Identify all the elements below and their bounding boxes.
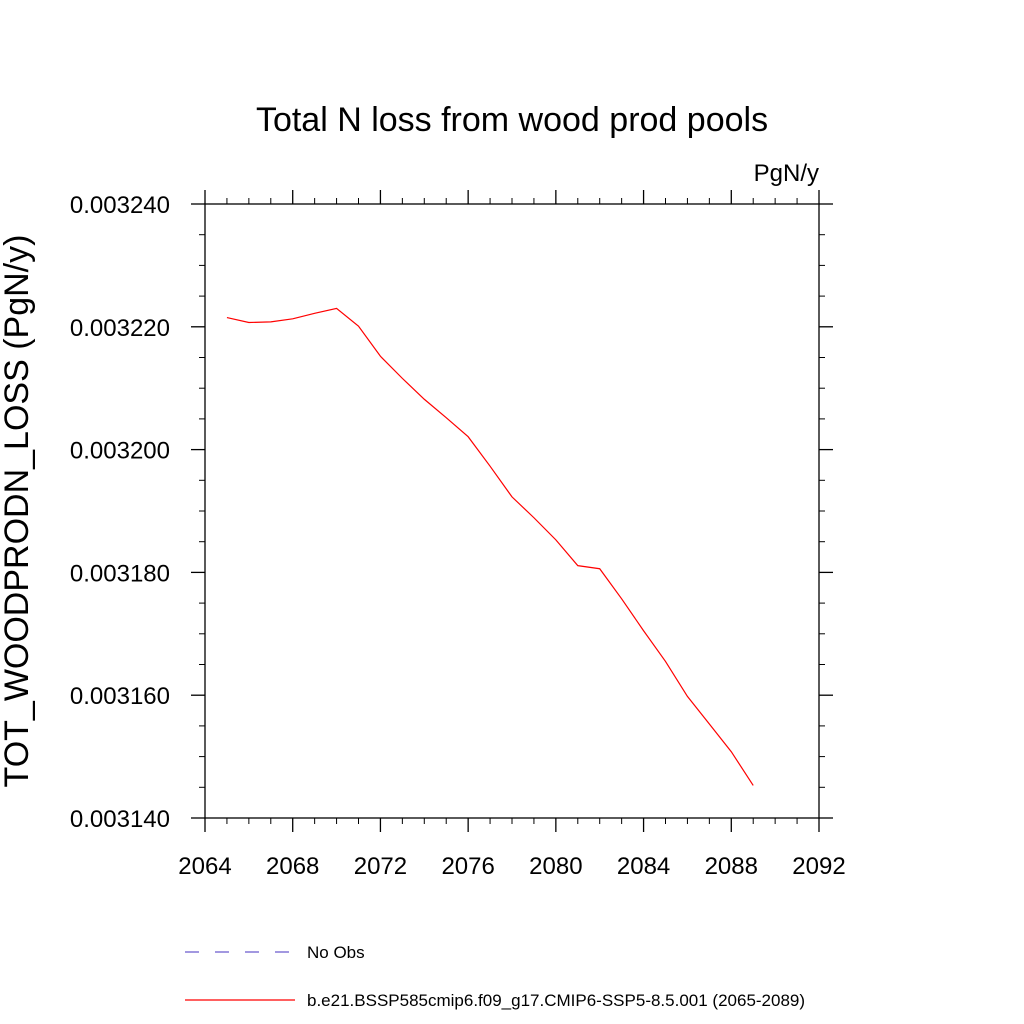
plot-frame (204, 203, 820, 819)
y-axis-label: TOT_WOODPRODN_LOSS (PgN/y) (0, 235, 36, 788)
x-tick-label: 2088 (705, 853, 758, 880)
y-tick-label: 0.003240 (70, 192, 170, 219)
legend-label: b.e21.BSSP585cmip6.f09_g17.CMIP6-SSP5-8.… (307, 991, 805, 1010)
x-tick-label: 2092 (792, 853, 845, 880)
x-tick-label: 2064 (178, 853, 231, 880)
legend: No Obs b.e21.BSSP585cmip6.f09_g17.CMIP6-S… (185, 943, 805, 1010)
y-tick-label: 0.003200 (70, 438, 170, 465)
series-layer (226, 307, 754, 786)
x-tick-label: 2068 (266, 853, 319, 880)
y-tick-label: 0.003160 (70, 683, 170, 710)
x-tick-label: 2080 (529, 853, 582, 880)
y-tick-label: 0.003180 (70, 560, 170, 587)
axis-ticks: 2064 2068 2072 2076 2080 2084 2088 2092 0.003140… (70, 190, 846, 880)
y-tick-label: 0.003140 (70, 806, 170, 833)
x-tick-label: 2076 (441, 853, 494, 880)
legend-label: No Obs (307, 943, 365, 962)
units-label: PgN/y (754, 160, 819, 187)
x-tick-label: 2072 (354, 853, 407, 880)
y-tick-label: 0.003220 (70, 315, 170, 342)
x-tick-label: 2084 (617, 853, 670, 880)
series-line-0 (226, 307, 754, 786)
chart-title: Total N loss from wood prod pools (256, 101, 768, 139)
